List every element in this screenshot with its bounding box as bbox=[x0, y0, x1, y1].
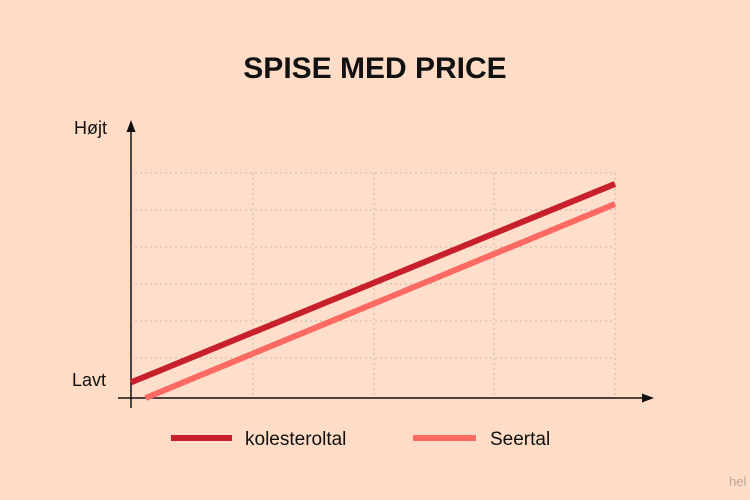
series-line-seertal bbox=[144, 201, 617, 401]
chart-title: SPISE MED PRICE bbox=[243, 52, 506, 85]
legend-label-kolesteroltal: kolesteroltal bbox=[245, 429, 346, 450]
series-layer bbox=[129, 181, 617, 401]
x-axis-arrow bbox=[642, 393, 654, 403]
y-label-high: Højt bbox=[74, 118, 107, 138]
legend: kolesteroltal Seertal bbox=[171, 429, 550, 450]
watermark: hel bbox=[729, 474, 746, 489]
y-axis-arrow bbox=[126, 120, 136, 132]
grid bbox=[135, 172, 616, 397]
y-label-low: Lavt bbox=[72, 370, 106, 390]
legend-label-seertal: Seertal bbox=[490, 429, 550, 450]
series-line-kolesteroltal bbox=[129, 181, 617, 386]
